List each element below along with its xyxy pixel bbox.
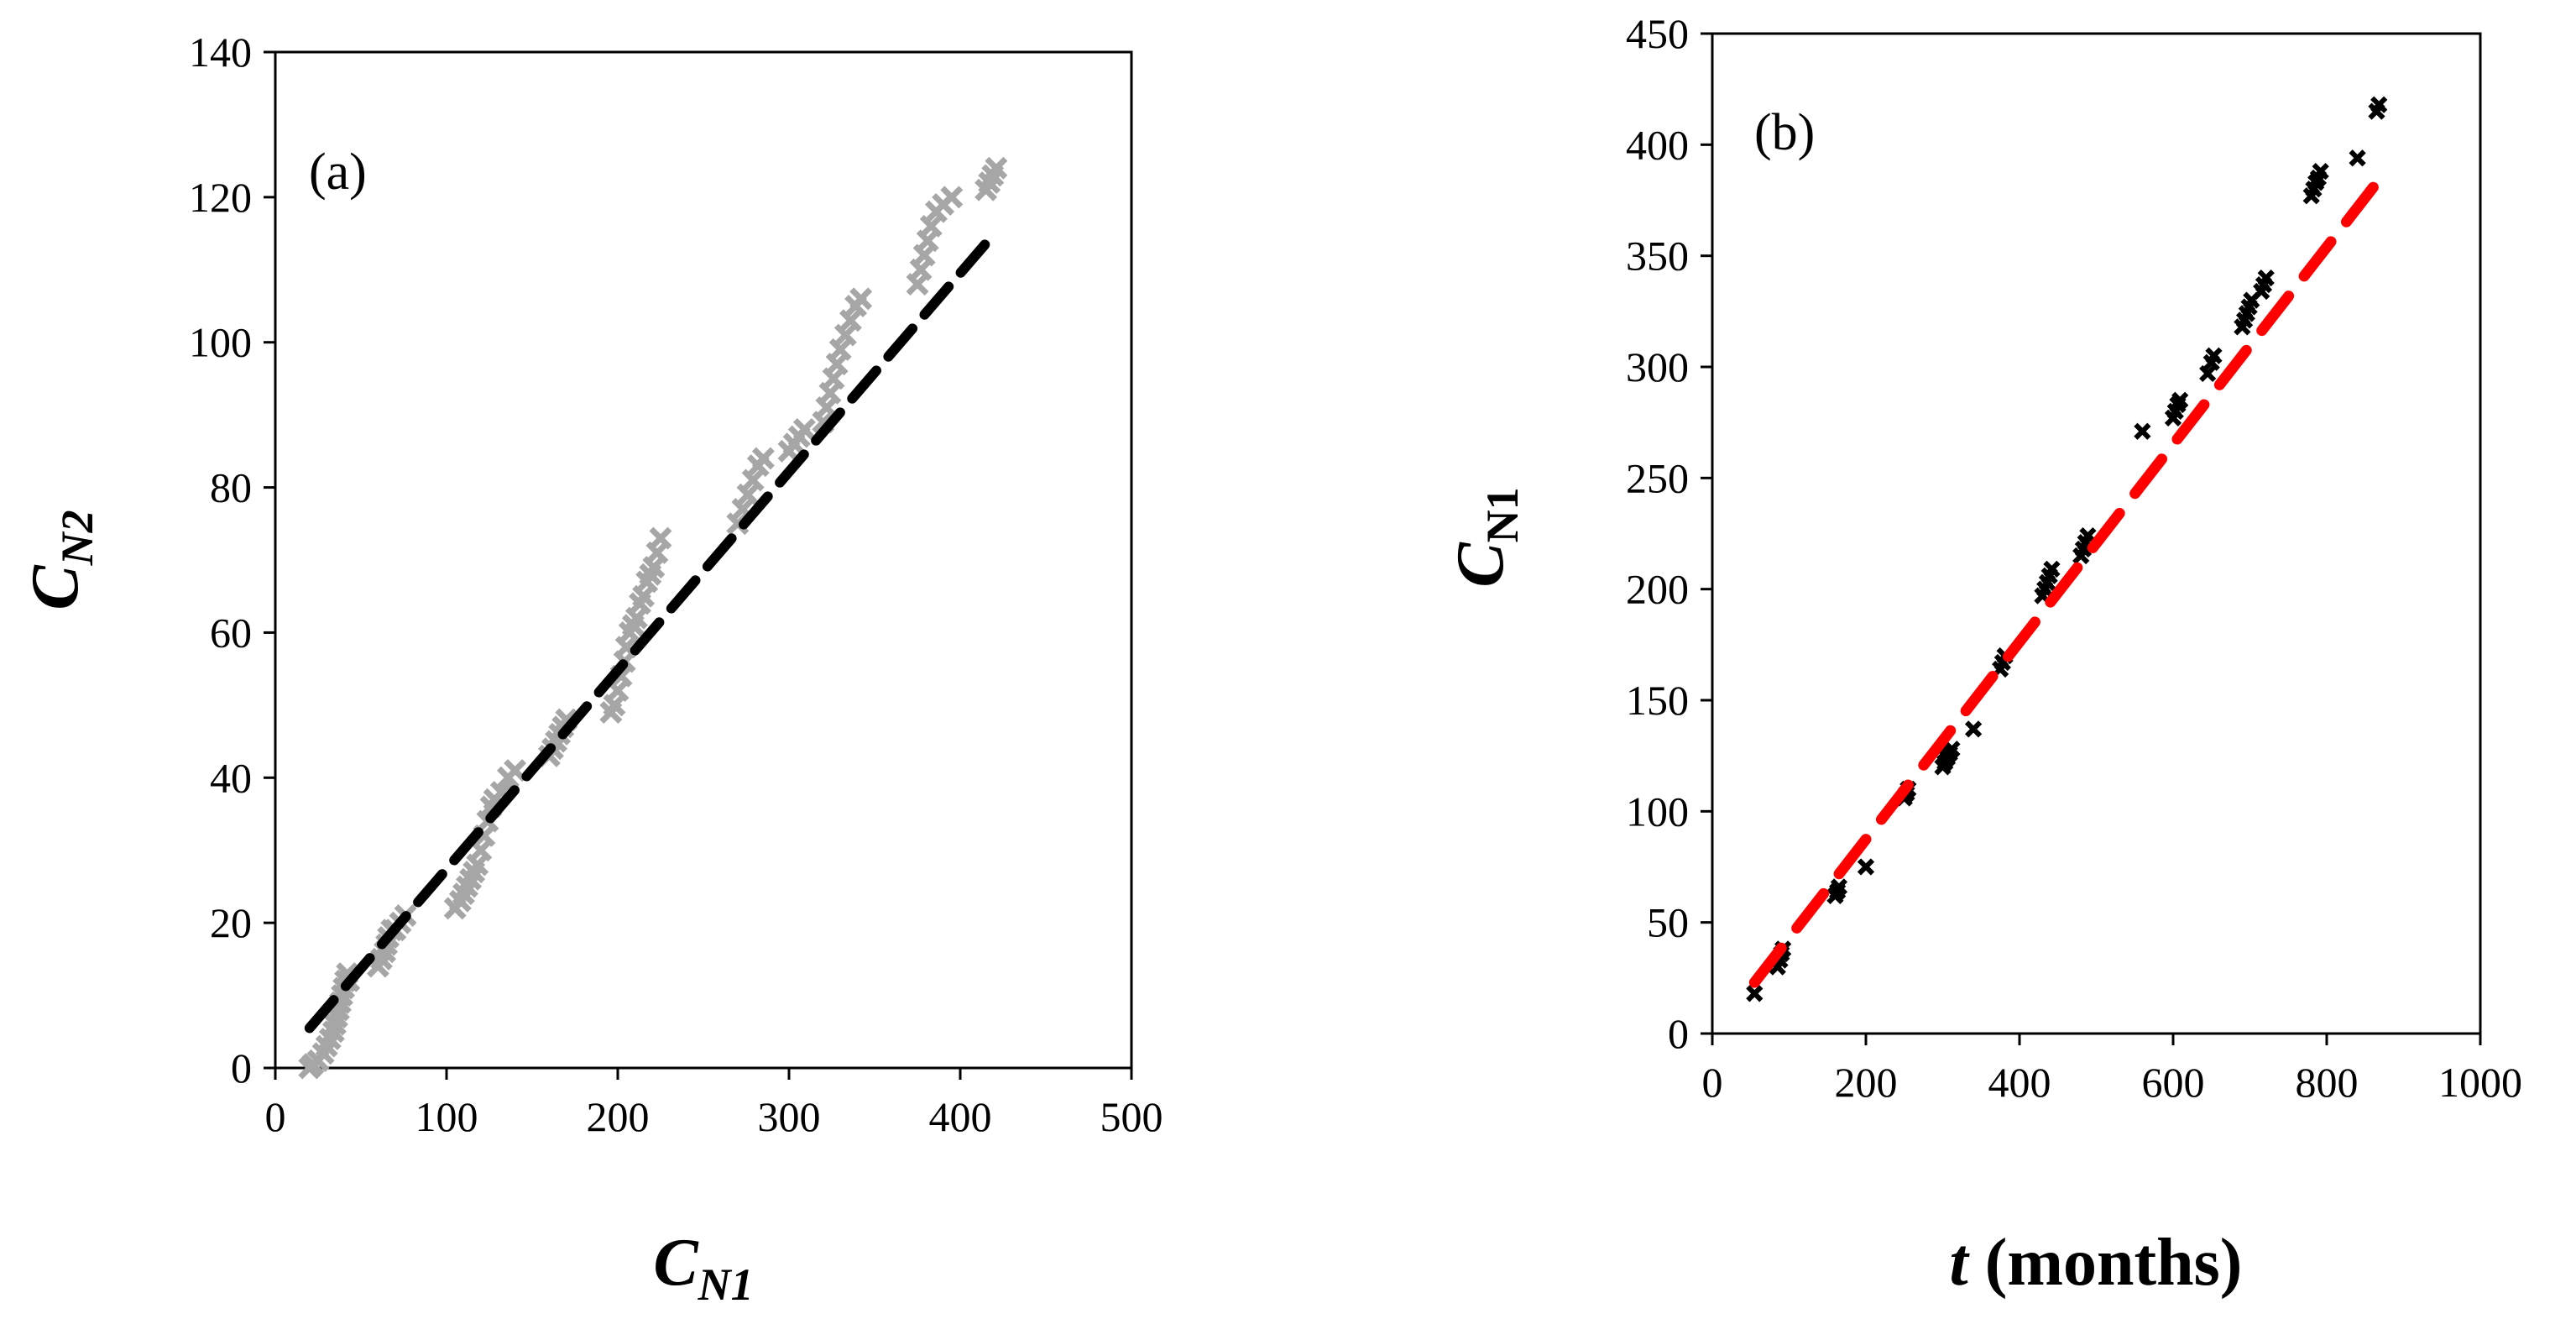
data-point (649, 526, 672, 550)
data-point (504, 759, 527, 783)
y-tick-label: 100 (189, 319, 252, 366)
y-tick-label: 200 (1626, 566, 1689, 613)
panel-a-y-ticks: 0 20 40 60 80 100 120 140 (189, 29, 275, 1091)
panel-b-chart: 0 50 100 150 200 250 300 350 400 450 0 200 400 600 80… (1444, 10, 2522, 1300)
y-tick-label: 60 (210, 609, 252, 656)
y-tick-label: 450 (1626, 10, 1689, 57)
data-point (2257, 270, 2275, 287)
y-tick-label: 20 (210, 899, 252, 946)
panel-b-y-axis-title: CN1 (1444, 487, 1528, 587)
panel-b-marks (1746, 96, 2388, 1002)
y-tick-label: 400 (1626, 121, 1689, 168)
x-tick-label: 0 (1702, 1059, 1723, 1106)
x-tick-label: 400 (1988, 1059, 2051, 1106)
data-point (2171, 391, 2189, 409)
panel-b-label: (b) (1754, 104, 1815, 161)
y-tick-label: 150 (1626, 677, 1689, 724)
y-tick-label: 0 (1668, 1010, 1689, 1057)
y-tick-label: 0 (231, 1044, 252, 1091)
data-point (1943, 741, 1961, 758)
panel-b-x-axis-title: t (months) (1950, 1226, 2243, 1300)
x-tick-label: 0 (265, 1093, 286, 1140)
data-point (736, 483, 760, 506)
data-point (940, 186, 964, 209)
fit-line (1748, 172, 2386, 988)
panel-b-x-ticks: 0 200 400 600 800 1000 (1702, 1034, 2522, 1106)
data-point (792, 417, 816, 441)
data-point (849, 287, 873, 311)
y-tick-label: 50 (1647, 899, 1689, 946)
data-point (828, 338, 852, 361)
data-point (2349, 149, 2366, 167)
y-tick-label: 120 (189, 174, 252, 221)
data-point (985, 156, 1008, 180)
data-point (839, 309, 862, 332)
data-point (2199, 364, 2217, 383)
panel-a-y-axis-title: CN2 (18, 510, 102, 610)
x-tick-label: 800 (2296, 1059, 2359, 1106)
data-point (741, 468, 765, 492)
panel-a-x-axis-title: CN1 (653, 1226, 753, 1310)
x-tick-label: 600 (2142, 1059, 2205, 1106)
data-point (1857, 858, 1875, 876)
data-point (751, 447, 775, 470)
data-point (1964, 720, 1983, 738)
data-point (2312, 162, 2329, 181)
data-point (1746, 985, 1763, 1002)
y-tick-label: 250 (1626, 454, 1689, 501)
data-point (2043, 560, 2061, 578)
data-point (919, 214, 943, 238)
x-tick-label: 300 (758, 1093, 821, 1140)
x-tick-label: 200 (1835, 1059, 1898, 1106)
data-point (2370, 96, 2388, 113)
fit-line (304, 228, 1000, 1034)
data-point (2205, 347, 2223, 364)
panel-b-y-ticks: 0 50 100 150 200 250 300 350 400 450 (1626, 10, 1712, 1057)
y-tick-label: 40 (210, 754, 252, 801)
data-point (833, 323, 857, 347)
x-tick-label: 400 (929, 1093, 992, 1140)
panel-a-x-ticks: 0 100 200 300 400 500 (265, 1068, 1163, 1140)
y-tick-label: 140 (189, 29, 252, 76)
x-tick-label: 1000 (2438, 1059, 2522, 1106)
data-point (2134, 422, 2151, 440)
y-tick-label: 100 (1626, 788, 1689, 835)
y-tick-label: 80 (210, 464, 252, 511)
x-tick-label: 500 (1100, 1093, 1163, 1140)
y-tick-label: 350 (1626, 233, 1689, 280)
panel-b-plot-area (1711, 32, 2482, 1035)
panel-a-plot-area (274, 50, 1133, 1070)
data-point (1830, 878, 1848, 896)
panel-a-marks (298, 156, 1008, 1080)
panel-a-label: (a) (309, 144, 367, 201)
x-tick-label: 100 (415, 1093, 478, 1140)
x-tick-label: 200 (587, 1093, 650, 1140)
y-tick-label: 300 (1626, 343, 1689, 390)
